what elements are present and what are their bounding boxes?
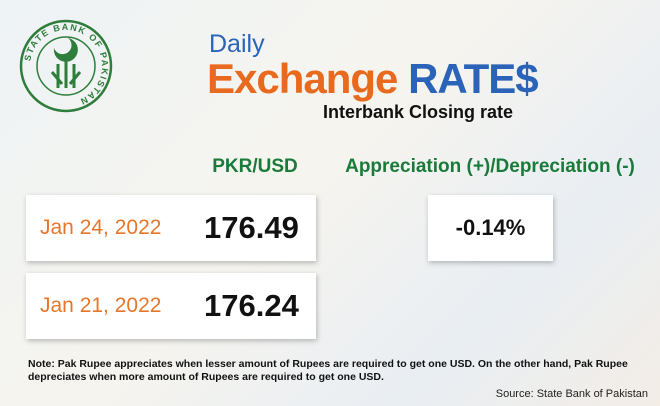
rate-row: Jan 21, 2022 176.24	[26, 273, 316, 339]
title-main: Exchange	[207, 55, 398, 102]
change-box: -0.14%	[428, 195, 553, 261]
row-rate: 176.24	[204, 288, 299, 323]
header-daily: Daily	[209, 30, 265, 58]
column-header: Appreciation (+)/Depreciation (-)	[345, 156, 635, 177]
rate-row: Jan 24, 2022 176.49	[26, 195, 316, 261]
header-title: Exchange RATE$	[207, 55, 539, 103]
source: Source: State Bank of Pakistan	[495, 388, 648, 400]
change-value: -0.14%	[455, 215, 526, 240]
logo: STATE BANK OF PAKISTAN	[19, 19, 113, 113]
column-header: PKR/USD	[212, 156, 298, 177]
subtitle: Interbank Closing rate	[323, 102, 514, 122]
row-date: Jan 21, 2022	[40, 294, 162, 317]
title-accent: RATE$	[408, 55, 539, 102]
row-rate: 176.49	[204, 210, 299, 245]
row-date: Jan 24, 2022	[40, 216, 162, 239]
note: Note: Pak Rupee appreciates when lesser …	[28, 358, 628, 383]
